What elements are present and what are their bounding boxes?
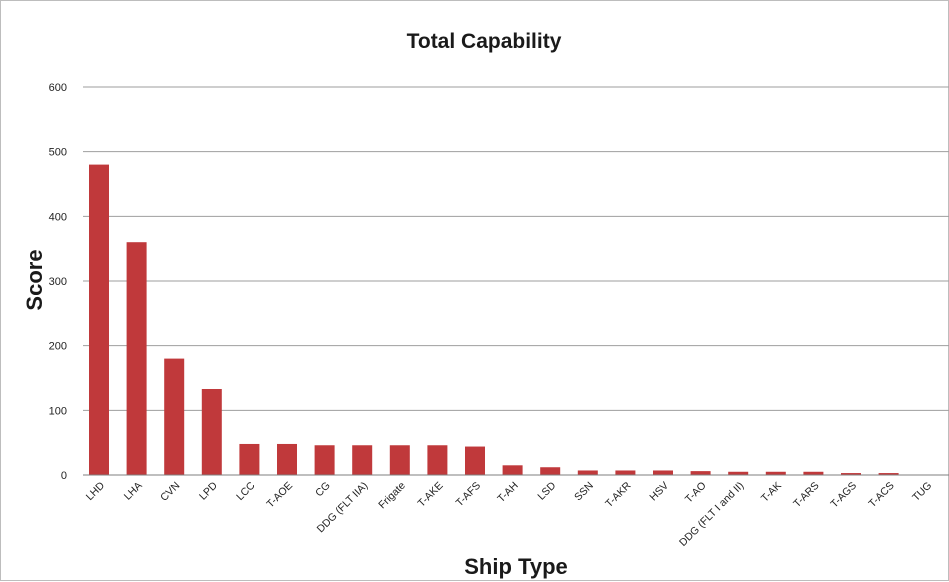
- bar-lcc: [239, 443, 260, 475]
- bar-hsv: [653, 470, 673, 475]
- x-tick-label: T-AH: [495, 480, 520, 505]
- y-tick-label: 0: [61, 470, 67, 482]
- x-tick-label: T-AKE: [416, 480, 446, 510]
- x-tick-label: HSV: [647, 480, 671, 504]
- bar-lha: [126, 242, 147, 475]
- x-tick-label: T-ACS: [866, 480, 896, 510]
- bar-cg: [314, 445, 335, 475]
- x-tick-label: LHD: [84, 479, 108, 503]
- bar-cvn: [164, 358, 185, 475]
- x-tick-label: LHA: [122, 480, 145, 503]
- x-tick-label: T-AK: [759, 480, 784, 505]
- x-tick-label: CG: [313, 480, 333, 500]
- bar-lhd: [89, 164, 109, 475]
- y-tick-label: 400: [49, 211, 67, 223]
- x-tick-label: T-AO: [683, 480, 709, 506]
- bar-t-ah: [502, 465, 523, 475]
- x-tick-label: T-AOE: [264, 480, 295, 511]
- bar-ddg-flt-iia: [352, 445, 373, 475]
- y-tick-label: 200: [49, 341, 67, 353]
- x-tick-label: T-AFS: [454, 480, 484, 510]
- x-tick-label: T-AGS: [828, 480, 859, 511]
- bar-t-acs: [878, 473, 899, 475]
- bar-t-ak: [765, 471, 786, 475]
- bar-t-akr: [615, 470, 636, 475]
- bar-frigate: [389, 445, 410, 475]
- bar-t-ake: [427, 445, 448, 475]
- gridlines: [83, 86, 949, 411]
- x-tick-label: T-ARS: [791, 480, 821, 510]
- bar-ddg-flt-i-and-ii: [728, 471, 749, 475]
- bar-t-ars: [803, 471, 824, 475]
- bar-t-ao: [690, 471, 711, 475]
- y-tick-label: 300: [49, 276, 67, 288]
- y-axis-title: Score: [22, 249, 47, 310]
- x-tick-label: LCC: [234, 479, 258, 503]
- bar-t-aoe: [277, 443, 297, 475]
- y-tick-labels: 0 100 200 300 400 500 600: [49, 82, 67, 482]
- x-axis-title: Ship Type: [464, 554, 568, 579]
- bar-lpd: [201, 388, 222, 475]
- chart-title: Total Capability: [407, 30, 562, 53]
- bar-t-ags: [841, 473, 861, 475]
- x-tick-label: Frigate: [376, 480, 408, 512]
- y-tick-label: 500: [49, 147, 67, 159]
- x-tick-label: T-AKR: [603, 479, 634, 510]
- x-tick-label: LPD: [197, 479, 220, 502]
- x-tick-label: DDG (FLT I and II): [677, 480, 746, 549]
- x-tick-label: TUG: [910, 480, 934, 504]
- bar-t-afs: [465, 446, 485, 475]
- y-tick-label: 600: [49, 82, 67, 94]
- bar-ssn: [577, 470, 598, 475]
- x-tick-label: CVN: [158, 480, 182, 504]
- x-tick-label: LSD: [535, 479, 558, 502]
- bars: [89, 164, 899, 475]
- bar-lsd: [540, 467, 561, 475]
- x-tick-label: SSN: [572, 480, 596, 504]
- y-tick-label: 100: [49, 405, 67, 417]
